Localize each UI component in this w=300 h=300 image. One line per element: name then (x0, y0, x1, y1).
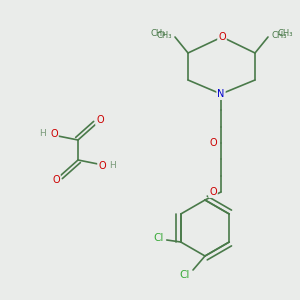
Text: Cl: Cl (180, 270, 190, 280)
Text: N: N (217, 89, 225, 99)
Text: CH₃: CH₃ (277, 28, 292, 38)
Text: Cl: Cl (154, 233, 164, 243)
Text: O: O (209, 187, 217, 197)
Text: CH₃: CH₃ (157, 31, 172, 40)
Text: CH₃: CH₃ (151, 28, 166, 38)
Text: O: O (98, 161, 106, 171)
Text: O: O (96, 115, 104, 125)
Text: O: O (209, 138, 217, 148)
Text: O: O (218, 32, 226, 42)
Text: H: H (110, 161, 116, 170)
Text: CH₃: CH₃ (271, 31, 286, 40)
Text: H: H (40, 130, 46, 139)
Text: O: O (52, 175, 60, 185)
Text: O: O (50, 129, 58, 139)
